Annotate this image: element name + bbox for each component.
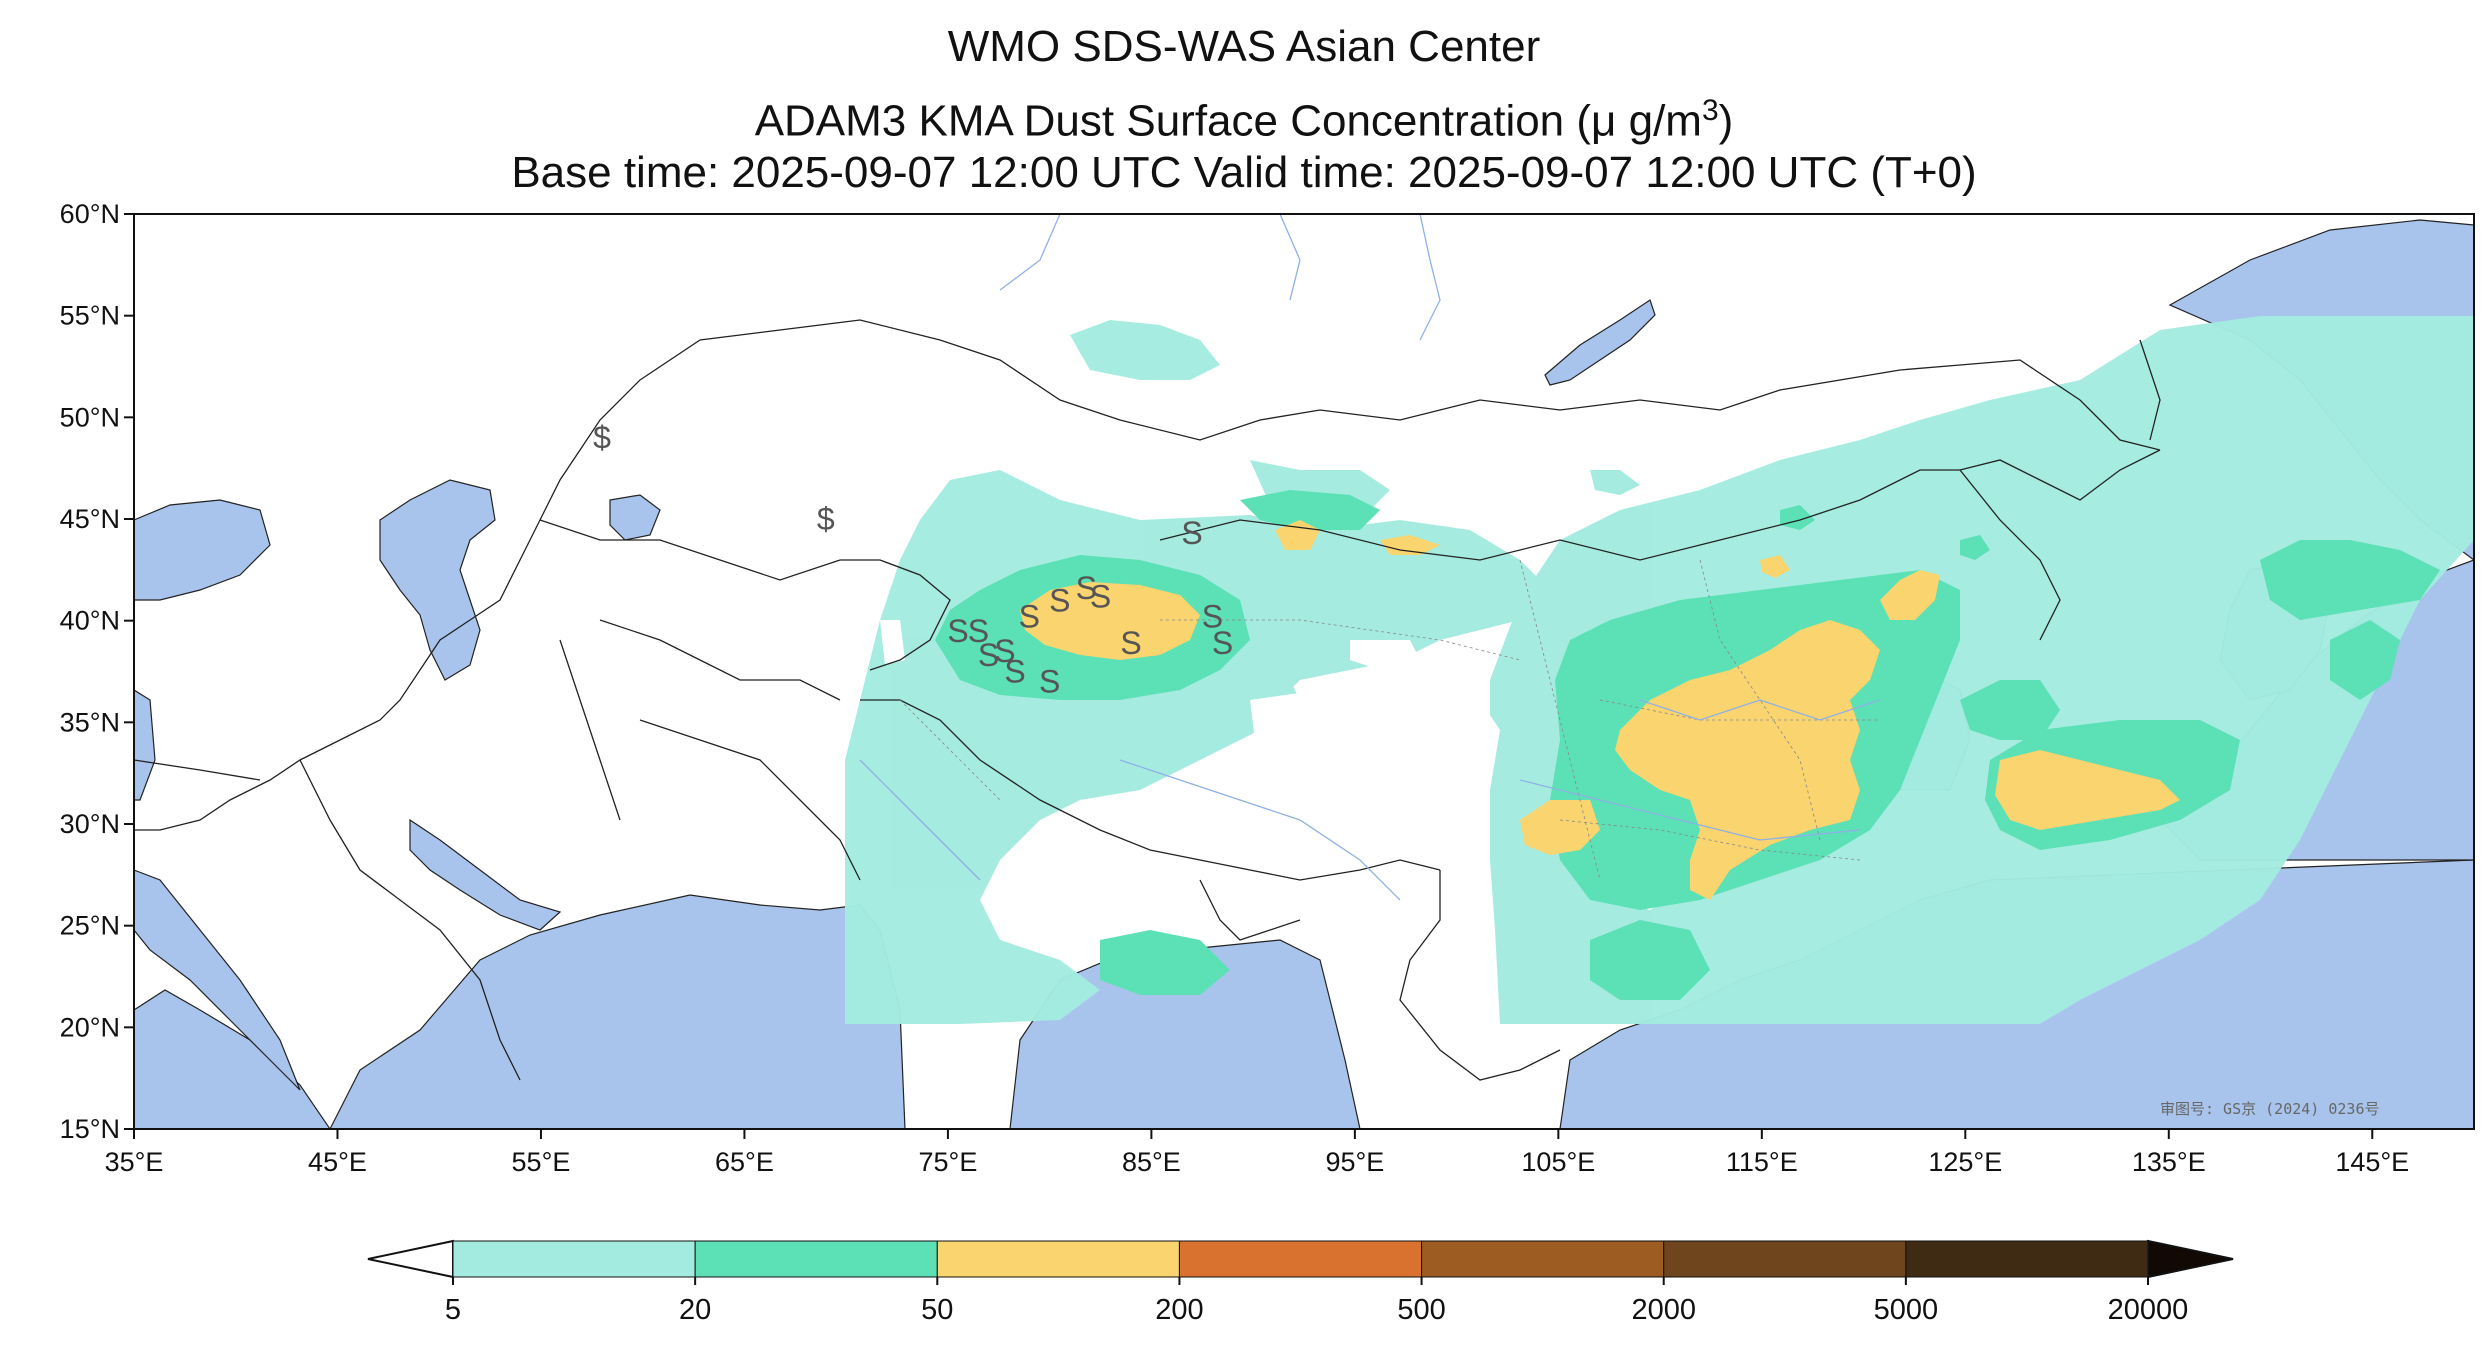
title-line2-prefix: ADAM3 KMA Dust Surface Concentration (: [754, 96, 1592, 146]
station-marker: S: [968, 613, 989, 649]
station-marker: S: [1004, 654, 1025, 690]
map-frame: [133, 213, 2475, 1130]
colorbar-label: 5: [445, 1294, 461, 1326]
y-tick-label: 40°N: [60, 606, 120, 636]
x-tick-label: 145°E: [2335, 1147, 2409, 1177]
colorbar-label: 200: [1155, 1294, 1203, 1326]
station-marker: S: [1049, 582, 1070, 618]
x-tick-label: 75°E: [918, 1147, 977, 1177]
y-tick-label: 50°N: [60, 402, 120, 432]
station-marker: S: [1120, 625, 1141, 661]
colorbar-label: 2000: [1631, 1294, 1696, 1326]
station-marker: S: [947, 613, 968, 649]
station-marker: S: [1212, 625, 1233, 661]
aral-sea: [609, 494, 661, 541]
title-line2-sup: 3: [1701, 94, 1719, 127]
x-tick-label: 45°E: [308, 1147, 367, 1177]
caspian-sea: [379, 479, 496, 681]
x-tick-label: 135°E: [2132, 1147, 2206, 1177]
title-line2-suffix: ): [1718, 96, 1734, 146]
colorbar-segment: [1905, 1240, 2149, 1278]
y-tick-label: 30°N: [60, 809, 120, 839]
colorbar-max-extend: [2147, 1239, 2234, 1279]
title-line3: Base time: 2025-09-07 12:00 UTC Valid ti…: [511, 148, 1977, 197]
x-tick-label: 95°E: [1325, 1147, 1384, 1177]
x-tick-label: 125°E: [1928, 1147, 2002, 1177]
y-tick-label: 45°N: [60, 504, 120, 534]
x-tick-label: 55°E: [512, 1147, 571, 1177]
station-marker: S: [1181, 515, 1202, 551]
colorbar-segment: [1421, 1240, 1665, 1278]
colorbar-segment: [1178, 1240, 1423, 1278]
colorbar-label: 20: [679, 1294, 711, 1326]
station-marker: S: [1202, 599, 1223, 635]
y-tick-label: 20°N: [60, 1012, 120, 1042]
x-tick-label: 65°E: [715, 1147, 774, 1177]
x-tick-label: 115°E: [1726, 1147, 1798, 1177]
colorbar-label: 500: [1397, 1294, 1445, 1326]
station-marker: S: [1039, 664, 1060, 700]
country-borders: [134, 319, 2161, 1081]
station-marker: S: [994, 633, 1015, 669]
y-tick-label: 60°N: [60, 199, 120, 229]
colorbar-segment: [694, 1240, 938, 1278]
colorbar-label: 5000: [1874, 1294, 1939, 1326]
x-tick-label: 85°E: [1122, 1147, 1181, 1177]
rivers: [859, 214, 1881, 901]
title-line2: ADAM3 KMA Dust Surface Concentration (μ …: [0, 84, 2488, 149]
y-tick-label: 25°N: [60, 911, 120, 941]
black-sea: [134, 499, 271, 601]
colorbar-min-extend: [367, 1239, 454, 1279]
station-marker: S: [1076, 570, 1097, 606]
colorbar-label: 20000: [2108, 1294, 2189, 1326]
title-line2-unit: μ g/m: [1591, 96, 1702, 146]
dust-level-3: [1020, 520, 2180, 900]
station-marker: S: [978, 637, 999, 673]
y-axis: 60°N 55°N 50°N 45°N 40°N 35°N 30°N 25°N 20°N 15°N: [60, 199, 134, 1144]
colorbar-segment: [1663, 1240, 1907, 1278]
approval-note: 审图号: GS京 (2024) 0236号: [2160, 1100, 2380, 1118]
station-marker: S: [1019, 599, 1040, 635]
title-line1: WMO SDS-WAS Asian Center: [947, 22, 1541, 71]
colorbar: 5 20 50 200 500 2000 5000 20000: [367, 1239, 2234, 1326]
colorbar-segment: [452, 1240, 696, 1278]
mediterranean-east: [134, 689, 156, 801]
y-tick-label: 35°N: [60, 707, 120, 737]
y-tick-label: 15°N: [60, 1114, 120, 1144]
x-axis: 35°E 45°E 55°E 65°E 75°E 85°E 95°E 105°E 115°E 12…: [105, 1129, 2409, 1177]
colorbar-segment: [936, 1240, 1180, 1278]
station-marker: $: [817, 501, 835, 537]
x-tick-label: 105°E: [1521, 1147, 1595, 1177]
station-marker: S: [1090, 578, 1111, 614]
province-borders: [899, 559, 1880, 881]
y-tick-label: 55°N: [60, 301, 120, 331]
red-sea: [134, 869, 301, 1091]
colorbar-label: 50: [921, 1294, 953, 1326]
x-tick-label: 35°E: [105, 1147, 164, 1177]
persian-gulf: [409, 818, 562, 931]
station-marker: $: [593, 420, 611, 456]
lake-baikal: [1544, 299, 1656, 386]
